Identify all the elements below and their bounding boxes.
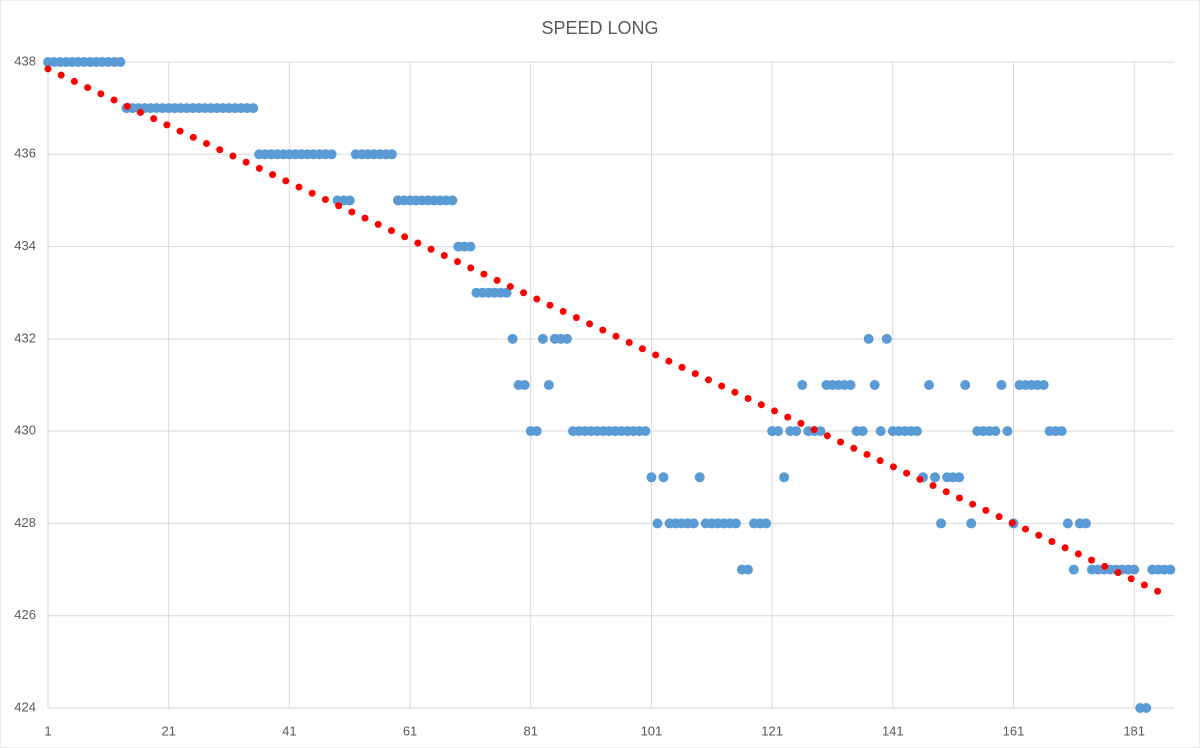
data-point [869,380,880,390]
data-point [688,518,699,529]
data-point [990,426,1001,437]
data-point [694,472,705,483]
data-point [863,333,874,344]
y-tick-label: 424 [14,699,36,714]
data-point [730,518,741,529]
data-point [537,333,548,344]
data-point [561,333,572,344]
x-tick-label: 1 [44,723,51,738]
x-tick-label: 41 [282,723,296,738]
data-point [658,472,669,483]
data-point [911,426,922,437]
data-point [875,426,886,437]
data-point [791,426,802,437]
data-point [797,380,808,390]
data-point [996,380,1007,390]
data-point [1068,564,1079,575]
data-point [845,380,856,390]
data-point [761,518,772,529]
trendline [44,65,1174,601]
data-point [652,518,663,529]
x-tick-label: 161 [1003,723,1025,738]
data-point [924,380,935,390]
data-point [519,380,530,390]
data-point [881,333,892,344]
data-point [543,380,554,390]
data-point [507,333,518,344]
data-point [954,472,965,483]
data-point [1080,518,1091,529]
data-point [248,103,259,114]
x-tick-label: 181 [1123,723,1145,738]
y-tick-label: 426 [14,607,36,622]
data-point [1062,518,1073,529]
data-point [1165,564,1176,575]
x-tick-label: 121 [761,723,783,738]
x-tick-label: 21 [161,723,175,738]
x-tick-label: 61 [403,723,417,738]
data-point [1038,380,1049,390]
data-point [815,426,826,437]
data-point [646,472,657,483]
data-point [936,518,947,529]
x-tick-label: 141 [882,723,904,738]
data-point [640,426,651,437]
data-point [960,380,971,390]
data-point [1002,426,1013,437]
data-point [344,195,355,206]
y-tick-label: 438 [14,53,36,68]
data-point [857,426,868,437]
data-point [447,195,458,206]
y-tick-label: 436 [14,146,36,161]
y-tick-label: 430 [14,423,36,438]
data-point [966,518,977,529]
data-point [742,564,753,575]
data-point [531,426,542,437]
x-tick-label: 81 [524,723,538,738]
data-point [779,472,790,483]
data-point [930,472,941,483]
data-point [326,149,337,160]
data-point [1129,564,1140,575]
data-point [465,241,476,252]
data-point [115,57,126,67]
data-point [773,426,784,437]
y-tick-label: 432 [14,330,36,345]
data-point [1141,703,1152,713]
data-point [1056,426,1067,437]
x-tick-label: 101 [641,723,663,738]
y-tick-label: 434 [14,238,36,253]
y-tick-label: 428 [14,515,36,530]
data-point [386,149,397,160]
data-point [501,287,512,298]
chart-title: SPEED LONG [541,18,658,38]
